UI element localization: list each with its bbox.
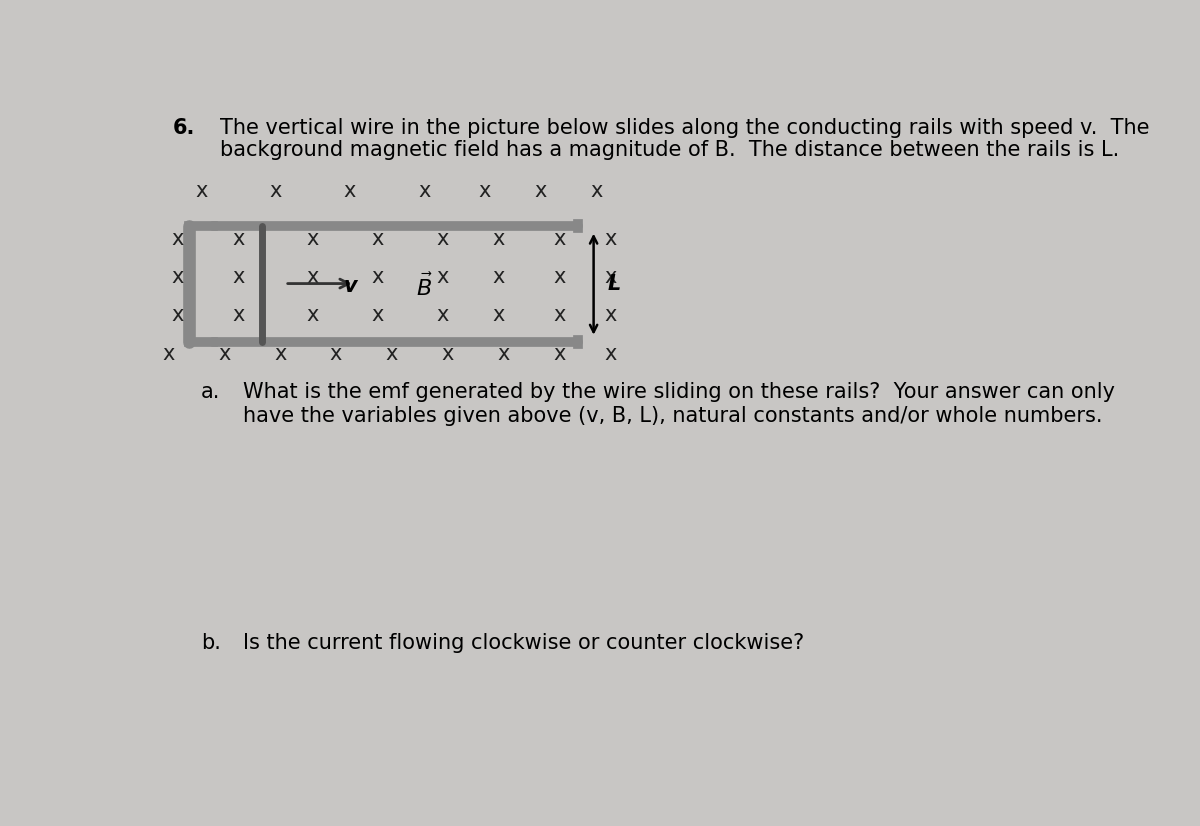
Text: x: x: [218, 344, 230, 363]
Text: x: x: [497, 344, 510, 363]
Text: x: x: [604, 306, 617, 325]
Text: x: x: [553, 344, 565, 363]
Text: x: x: [306, 306, 319, 325]
Text: x: x: [604, 267, 617, 287]
Text: x: x: [372, 267, 384, 287]
Text: x: x: [553, 229, 565, 249]
Text: x: x: [232, 306, 245, 325]
Text: x: x: [274, 344, 287, 363]
Text: v: v: [343, 276, 358, 296]
Text: x: x: [590, 182, 602, 202]
Text: Is the current flowing clockwise or counter clockwise?: Is the current flowing clockwise or coun…: [242, 634, 804, 653]
Text: x: x: [232, 267, 245, 287]
Text: x: x: [604, 344, 617, 363]
Text: x: x: [604, 229, 617, 249]
Text: x: x: [553, 267, 565, 287]
Text: x: x: [534, 182, 547, 202]
Text: b.: b.: [202, 634, 221, 653]
Text: x: x: [372, 306, 384, 325]
Text: x: x: [172, 229, 184, 249]
Text: x: x: [306, 229, 319, 249]
Text: x: x: [553, 306, 565, 325]
Text: x: x: [492, 306, 505, 325]
Text: x: x: [330, 344, 342, 363]
Text: x: x: [372, 229, 384, 249]
Text: x: x: [385, 344, 398, 363]
Text: x: x: [479, 182, 491, 202]
Text: x: x: [492, 229, 505, 249]
Text: x: x: [418, 182, 431, 202]
Text: x: x: [437, 306, 449, 325]
Text: x: x: [437, 267, 449, 287]
Text: L: L: [607, 273, 620, 293]
Text: x: x: [442, 344, 454, 363]
Text: $\vec{B}$: $\vec{B}$: [416, 273, 433, 300]
Text: x: x: [343, 182, 356, 202]
Text: The vertical wire in the picture below slides along the conducting rails with sp: The vertical wire in the picture below s…: [220, 118, 1150, 138]
Text: background magnetic field has a magnitude of B.  The distance between the rails : background magnetic field has a magnitud…: [220, 140, 1120, 160]
Text: x: x: [172, 267, 184, 287]
Text: x: x: [437, 229, 449, 249]
Text: x: x: [232, 229, 245, 249]
Text: x: x: [194, 182, 208, 202]
Text: x: x: [492, 267, 505, 287]
Text: have the variables given above (v, B, L), natural constants and/or whole numbers: have the variables given above (v, B, L)…: [242, 406, 1103, 425]
Text: x: x: [172, 306, 184, 325]
Text: a.: a.: [202, 382, 221, 402]
Text: 6.: 6.: [173, 118, 196, 138]
Text: x: x: [306, 267, 319, 287]
Text: x: x: [269, 182, 282, 202]
Text: x: x: [162, 344, 175, 363]
Text: What is the emf generated by the wire sliding on these rails?  Your answer can o: What is the emf generated by the wire sl…: [242, 382, 1115, 402]
